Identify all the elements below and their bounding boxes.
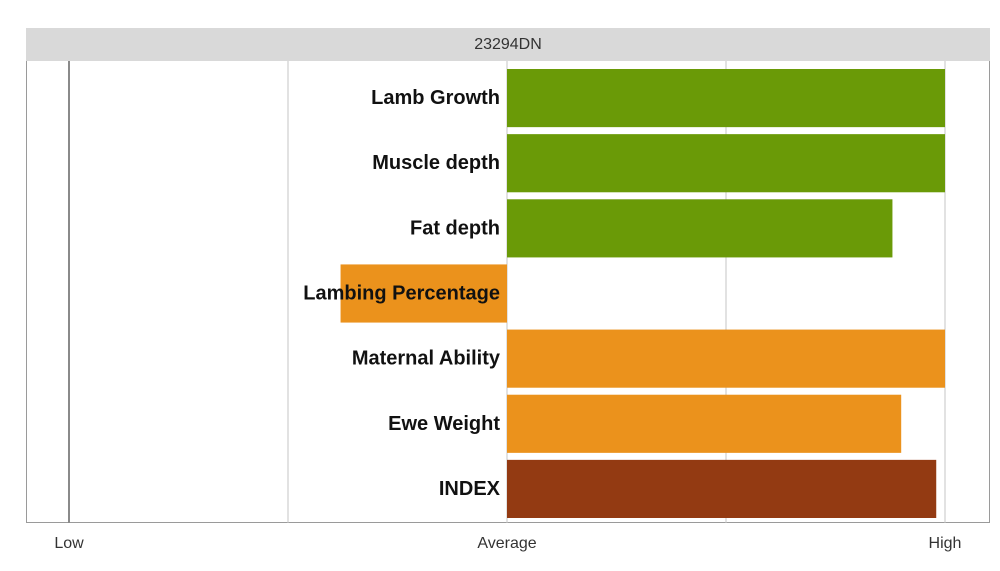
bar-index	[507, 459, 937, 518]
x-tick-average: Average	[477, 535, 536, 552]
bar-label-lambing-percentage: Lambing Percentage	[303, 283, 500, 305]
bar-label-fat-depth: Fat depth	[410, 217, 500, 239]
bars	[340, 69, 945, 518]
x-axis-ticks: Low Average High	[54, 535, 961, 552]
x-tick-low: Low	[54, 535, 84, 552]
bar-maternal-ability	[507, 329, 945, 388]
bar-lambing-percentage	[340, 264, 507, 323]
bar-label-ewe-weight: Ewe Weight	[388, 413, 500, 435]
bar-label-index: INDEX	[439, 478, 501, 500]
bar-muscle-depth	[507, 134, 945, 193]
bar-ewe-weight	[507, 394, 902, 453]
plot-area	[26, 61, 990, 523]
bar-label-maternal-ability: Maternal Ability	[352, 348, 501, 370]
bar-labels: Lamb Growth Muscle depth Fat depth Lambing …	[303, 87, 501, 500]
bar-fat-depth	[507, 199, 893, 258]
bar-label-lamb-growth: Lamb Growth	[371, 87, 500, 109]
x-tick-high: High	[929, 535, 962, 552]
bar-label-muscle-depth: Muscle depth	[372, 152, 500, 174]
chart-title: 23294DN	[26, 28, 990, 61]
bar-lamb-growth	[507, 69, 945, 128]
